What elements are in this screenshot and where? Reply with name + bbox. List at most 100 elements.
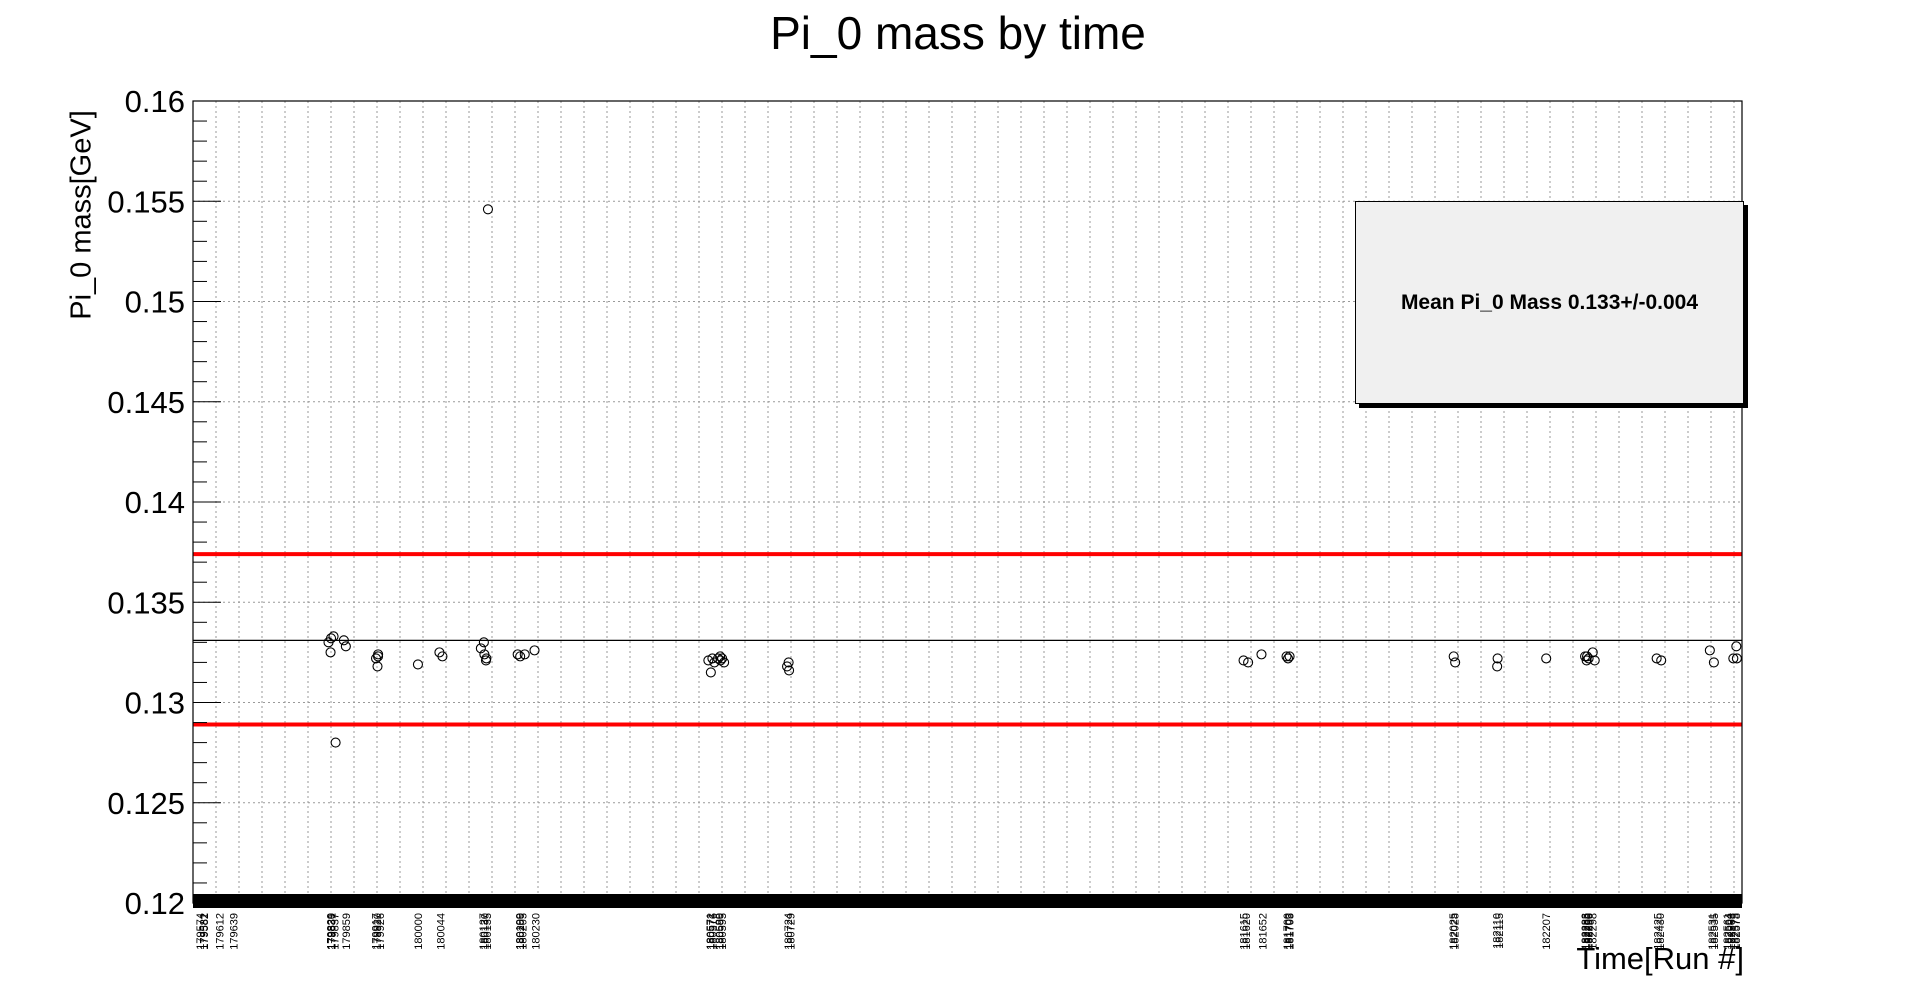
data-point [1731,641,1742,652]
data-point [325,647,336,658]
legend-text: Mean Pi_0 Mass 0.133+/-0.004 [1400,290,1699,314]
x-tick-label: 179837 [330,913,342,950]
x-tick-label: 179830 [326,913,338,950]
chart-title: Pi_0 mass by time [770,7,1146,59]
data-point [719,657,730,668]
data-point [1256,649,1267,660]
x-tick-label: 182288 [1583,913,1595,950]
data-point [1587,647,1598,658]
x-tick-label: 180595 [717,913,729,950]
x-tick-label: 182568 [1726,913,1738,950]
x-tick-label: 179920 [372,913,384,950]
y-tick-label: 0.125 [107,786,185,821]
data-point [478,637,489,648]
x-tick-label: 179612 [215,913,227,950]
x-tick-label: 182298 [1588,913,1600,950]
x-tick-label: 181703 [1284,913,1296,950]
x-tick-label: 179831 [327,913,339,950]
y-tick-label: 0.12 [125,886,185,921]
x-tick-label: 179917 [371,913,383,950]
data-point [412,659,423,670]
x-tick-label: 182290 [1584,913,1596,950]
data-point [1704,645,1715,656]
data-points [323,204,1742,748]
x-tick-label: 180130 [479,913,491,950]
x-tick-label: 181620 [1241,913,1253,950]
data-point [784,665,795,676]
data-point [515,651,526,662]
data-point [1450,657,1461,668]
x-tick-label: 182535 [1709,913,1721,950]
data-point [512,649,523,660]
x-tick-label: 182115 [1494,913,1506,949]
data-point [340,641,351,652]
x-tick-label: 180589 [714,913,726,950]
x-tick-label: 182285 [1581,913,1593,950]
x-tick-label: 180571 [705,913,717,950]
data-point [1243,657,1254,668]
x-tick-label: 180572 [705,913,717,950]
x-tick-label: 182425 [1653,913,1665,950]
data-point [1541,653,1552,664]
x-tick-label: 179582 [199,913,211,950]
x-tick-label: 180000 [413,913,425,950]
x-tick-label: 182575 [1729,913,1741,950]
x-tick-label: 180199 [515,913,527,950]
legend-box: Mean Pi_0 Mass 0.133+/-0.004 [1355,201,1744,404]
data-point [1238,655,1249,666]
x-axis-bar [193,894,1742,908]
x-tick-label: 182531 [1707,913,1719,950]
x-tick-label: 180724 [783,913,795,950]
x-tick-label: 179829 [326,913,338,950]
data-point [372,661,383,672]
data-point [519,649,530,660]
x-tick-label: 180135 [482,913,494,950]
x-tick-label: 182564 [1724,913,1736,950]
data-point [1448,651,1459,662]
x-tick-label: 181705 [1285,913,1297,950]
x-tick-label: 180230 [531,913,543,950]
data-point [372,651,384,662]
x-tick-label: 182025 [1448,913,1460,950]
data-point [1581,655,1592,666]
data-point [1282,653,1294,664]
data-point [705,667,716,678]
y-tick-label: 0.155 [107,184,185,219]
y-tick-label: 0.14 [125,485,185,520]
data-point [783,657,794,668]
x-tick-label: 181615 [1239,913,1251,950]
x-tick-label: 182110 [1492,913,1504,949]
x-tick-label: 182561 [1722,913,1734,950]
x-tick-label: 179574 [195,913,207,950]
x-tick-label: 179926 [375,913,387,950]
reference-lines [193,552,1742,727]
data-point [1651,653,1662,664]
data-point [1492,653,1503,664]
x-tick-label: 182283 [1580,913,1592,950]
x-tick-label: 180127 [478,913,490,950]
grid [193,100,1742,904]
y-tick-label: 0.13 [125,686,185,721]
y-tick-label: 0.15 [125,285,185,320]
x-tick-label: 182578 [1731,913,1743,950]
x-tick-label: 182028 [1450,913,1462,950]
data-point [480,655,492,666]
y-tick-label: 0.16 [125,84,185,119]
data-point [529,645,540,656]
data-point [328,631,339,642]
data-point [330,737,341,748]
data-point [434,647,445,658]
x-tick-label: 180590 [715,913,727,950]
data-point [1492,661,1503,672]
data-point [373,649,384,660]
x-tick-label: 180205 [518,913,530,950]
x-tick-label: 182430 [1655,913,1667,950]
x-tick-label: 179581 [199,913,211,950]
axis-ticks: 0.12 0.125 0.13 0.135 0.14 0.145 0.15 0.155 0.16… [107,84,1742,950]
x-tick-label: 181652 [1257,913,1269,950]
data-point [325,633,337,644]
x-tick-label: 179859 [341,913,353,950]
data-point [1728,653,1739,664]
y-tick-label: 0.145 [107,385,185,420]
